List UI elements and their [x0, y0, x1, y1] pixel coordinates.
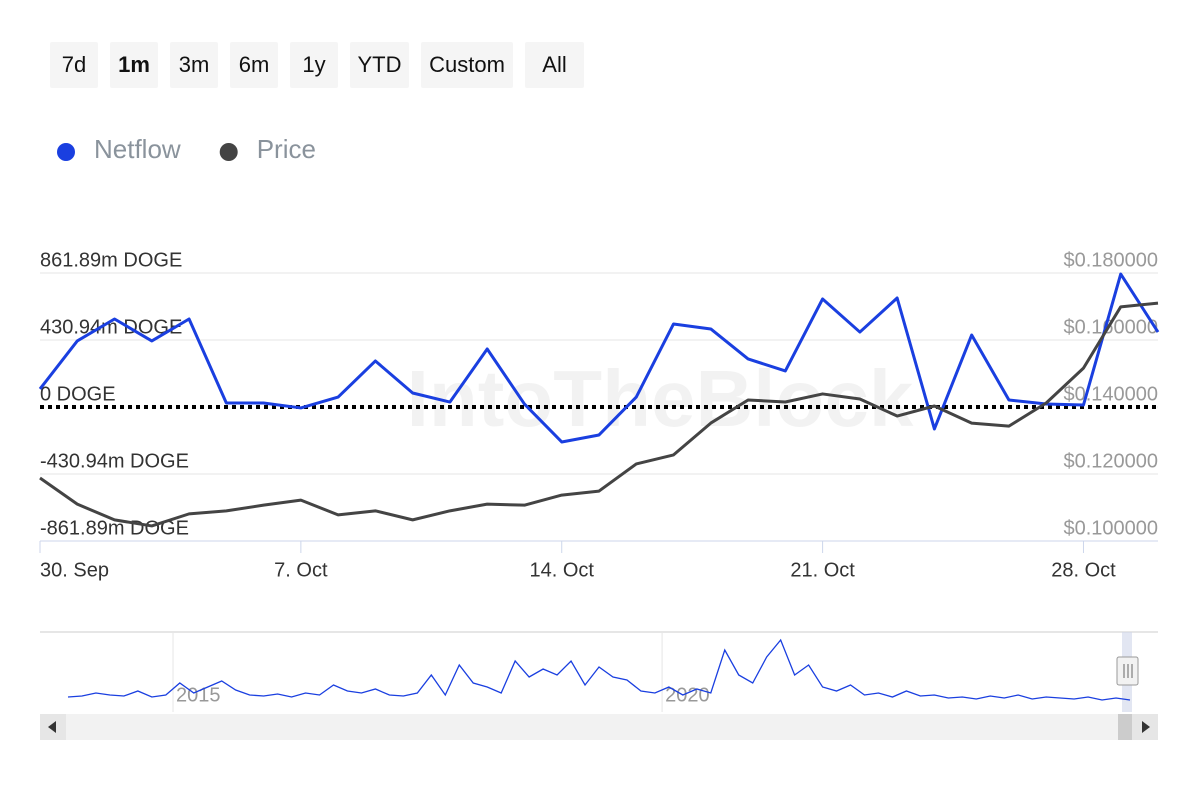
range-button[interactable] — [230, 42, 278, 88]
navigator-line — [67, 638, 1131, 701]
range-button[interactable] — [110, 42, 158, 88]
arrow-left — [48, 721, 56, 733]
watermark: IntoTheBlock — [407, 354, 914, 443]
x-tick-label: 7. Oct — [274, 559, 328, 581]
range-button-label[interactable]: 3m — [179, 52, 210, 77]
legend-label[interactable]: Netflow — [94, 134, 181, 164]
y2-tick-label: $0.120000 — [1063, 450, 1158, 472]
y-tick-label: 861.89m DOGE — [40, 249, 182, 271]
scrollbar-track[interactable] — [40, 714, 1158, 740]
navigator-tick-label: 2020 — [665, 684, 710, 706]
y-tick-label: 0 DOGE — [40, 383, 116, 405]
x-tick-label: 14. Oct — [529, 559, 594, 581]
range-button-label[interactable]: 1y — [302, 52, 325, 77]
range-button-label[interactable]: Custom — [429, 52, 505, 77]
arrow-right — [1142, 721, 1150, 733]
series-line — [38, 272, 1160, 444]
navigator-tick-label: 2015 — [176, 684, 221, 706]
range-button[interactable] — [50, 42, 98, 88]
x-tick-label: 30. Sep — [40, 559, 109, 581]
x-tick-label: 21. Oct — [790, 559, 855, 581]
range-button-label[interactable]: All — [542, 52, 566, 77]
y-tick-label: -430.94m DOGE — [40, 450, 189, 472]
range-button[interactable] — [290, 42, 338, 88]
range-button-label[interactable]: 6m — [239, 52, 270, 77]
range-button[interactable] — [170, 42, 218, 88]
range-button-label[interactable]: YTD — [358, 52, 402, 77]
range-button-label[interactable]: 1m — [118, 52, 150, 77]
range-button[interactable] — [350, 42, 409, 88]
x-tick-label: 28. Oct — [1051, 559, 1116, 581]
legend-marker[interactable] — [57, 143, 75, 161]
range-button-label[interactable]: 7d — [62, 52, 86, 77]
range-button[interactable] — [525, 42, 584, 88]
series-line — [39, 301, 1159, 528]
range-button[interactable] — [421, 42, 513, 88]
legend-marker[interactable] — [219, 143, 238, 161]
y-tick-label: 430.94m DOGE — [40, 316, 182, 338]
y-tick-label: -861.89m DOGE — [40, 517, 189, 539]
legend-label[interactable]: Price — [257, 134, 316, 164]
scroll-thumb[interactable] — [1118, 714, 1132, 740]
y2-tick-label: $0.100000 — [1063, 517, 1158, 539]
y2-tick-label: $0.140000 — [1063, 383, 1158, 405]
y2-tick-label: $0.180000 — [1063, 249, 1158, 271]
y2-tick-label: $0.160000 — [1063, 316, 1158, 338]
